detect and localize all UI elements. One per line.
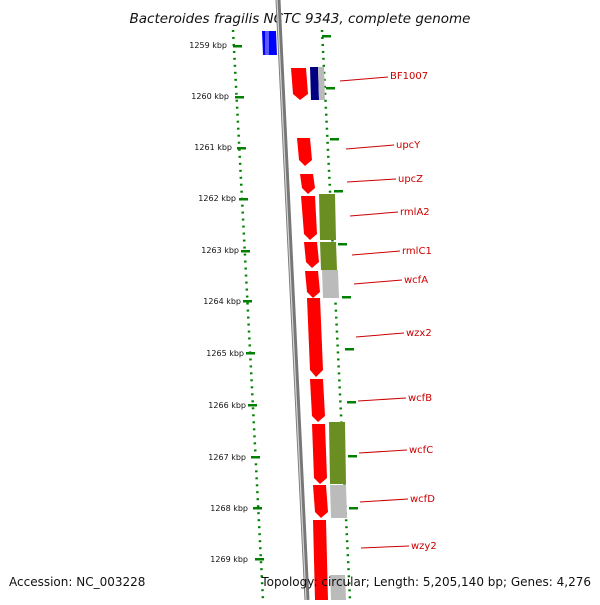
gene-label-upcZ: upcZ — [398, 174, 423, 185]
feature-grey-wcfD — [330, 485, 347, 518]
gene-label-wcfD: wcfD — [410, 494, 435, 505]
tick-mark-right — [326, 87, 335, 90]
tick-mark-right — [348, 455, 357, 458]
gene-label-wcfA: wcfA — [404, 275, 428, 286]
backbone-highlight — [276, 0, 307, 601]
feature-grey-bottom — [330, 575, 346, 600]
gene-arrow-BF1007 — [291, 68, 308, 100]
tick-label-1259: 1259 kbp — [189, 41, 227, 50]
tick-mark-left-1263 — [241, 250, 250, 253]
dotted-tracks — [231, 29, 352, 601]
tick-label-1266: 1266 kbp — [208, 401, 246, 410]
tick-mark-right — [342, 296, 351, 299]
tick-mark-right — [338, 243, 347, 246]
gene-label-upcY: upcY — [396, 140, 421, 151]
leader-rmlA2 — [349, 211, 399, 217]
tick-mark-left-1262 — [239, 198, 248, 201]
tick-mark-left-1260 — [235, 96, 244, 99]
leader-BF1007 — [339, 76, 389, 82]
tick-mark-left-1268 — [253, 507, 262, 510]
backbone — [275, 0, 310, 601]
leader-wcfC — [358, 449, 408, 454]
left-dotted-track — [231, 29, 265, 601]
tick-label-1265: 1265 kbp — [206, 349, 244, 358]
tick-mark-left-1264 — [243, 300, 252, 303]
right-dotted-track — [320, 29, 352, 601]
tick-mark-left-1265 — [246, 352, 255, 355]
tick-label-1260: 1260 kbp — [191, 92, 229, 101]
gene-arrow-rmlA2 — [301, 196, 317, 240]
tick-mark-left-1269 — [255, 558, 264, 561]
leader-rmlC1 — [351, 250, 401, 256]
gene-label-BF1007: BF1007 — [390, 71, 428, 82]
feature-olive-wcfC — [329, 422, 346, 484]
tick-label-1269: 1269 kbp — [210, 555, 248, 564]
tick-mark-right — [330, 138, 339, 141]
accession-text: Accession: NC_003228 — [9, 575, 145, 589]
map-title: Bacteroides fragilis NCTC 9343, complete… — [130, 11, 471, 27]
gene-arrow-wzy2 — [313, 520, 328, 600]
tick-label-1264: 1264 kbp — [203, 297, 241, 306]
gene-arrow-wzx2 — [307, 298, 323, 377]
leader-wcfB — [357, 397, 407, 402]
gene-arrow-rmlC1 — [304, 242, 319, 268]
gene-arrow-wcfB — [310, 379, 325, 422]
leader-wcfD — [359, 498, 409, 503]
feature-grey — [318, 67, 325, 100]
gene-arrow-wcfC — [312, 424, 327, 484]
leader-wzy2 — [360, 545, 410, 549]
tick-mark-right — [334, 190, 343, 193]
tick-label-1267: 1267 kbp — [208, 453, 246, 462]
tick-marks — [233, 35, 358, 561]
gene-label-wzy2: wzy2 — [411, 541, 437, 552]
tick-label-1262: 1262 kbp — [198, 194, 236, 203]
tick-mark-right — [349, 507, 358, 510]
leader-upcY — [345, 144, 395, 150]
feature-olive-rmlA2 — [319, 194, 336, 240]
leader-upcZ — [346, 178, 397, 183]
gene-arrow-wcfA — [305, 271, 320, 298]
feature-grey-wcfA — [322, 270, 339, 298]
tick-mark-right — [345, 348, 354, 351]
leader-wcfA — [353, 279, 403, 285]
tick-label-1268: 1268 kbp — [210, 504, 248, 513]
feature-olive-rmlC1 — [320, 242, 337, 270]
tick-label-1261: 1261 kbp — [194, 143, 232, 152]
gene-arrow-upcY — [297, 138, 312, 166]
gene-arrow-blue-shine — [265, 31, 269, 55]
gene-label-wzx2: wzx2 — [406, 328, 432, 339]
topology-text: Topology: circular; Length: 5,205,140 bp… — [260, 575, 591, 589]
gene-label-rmlC1: rmlC1 — [402, 246, 432, 257]
tick-mark-left-1259 — [233, 45, 242, 48]
tick-mark-left-1267 — [251, 456, 260, 459]
tick-mark-left-1266 — [248, 404, 257, 407]
gene-arrow-blue — [262, 31, 277, 55]
leader-wzx2 — [355, 332, 405, 338]
tick-labels: 1259 kbp 1260 kbp 1261 kbp 1262 kbp 1263… — [189, 41, 248, 564]
gene-label-wcfC: wcfC — [409, 445, 433, 456]
gene-arrow-upcZ — [300, 174, 315, 194]
gene-arrow-navy — [310, 67, 319, 100]
gene-labels: BF1007 upcY upcZ rmlA2 rmlC1 wcfA wzx2 w… — [390, 71, 437, 552]
gene-label-wcfB: wcfB — [408, 393, 432, 404]
backbone-line — [275, 0, 310, 601]
tick-mark-right — [322, 35, 331, 38]
tick-label-1263: 1263 kbp — [201, 246, 239, 255]
gene-arrows — [262, 31, 347, 600]
tick-mark-left-1261 — [237, 147, 246, 150]
label-leaders — [339, 76, 410, 549]
gene-label-rmlA2: rmlA2 — [400, 207, 430, 218]
tick-mark-right — [347, 401, 356, 404]
gene-arrow-wcfD — [313, 485, 328, 518]
